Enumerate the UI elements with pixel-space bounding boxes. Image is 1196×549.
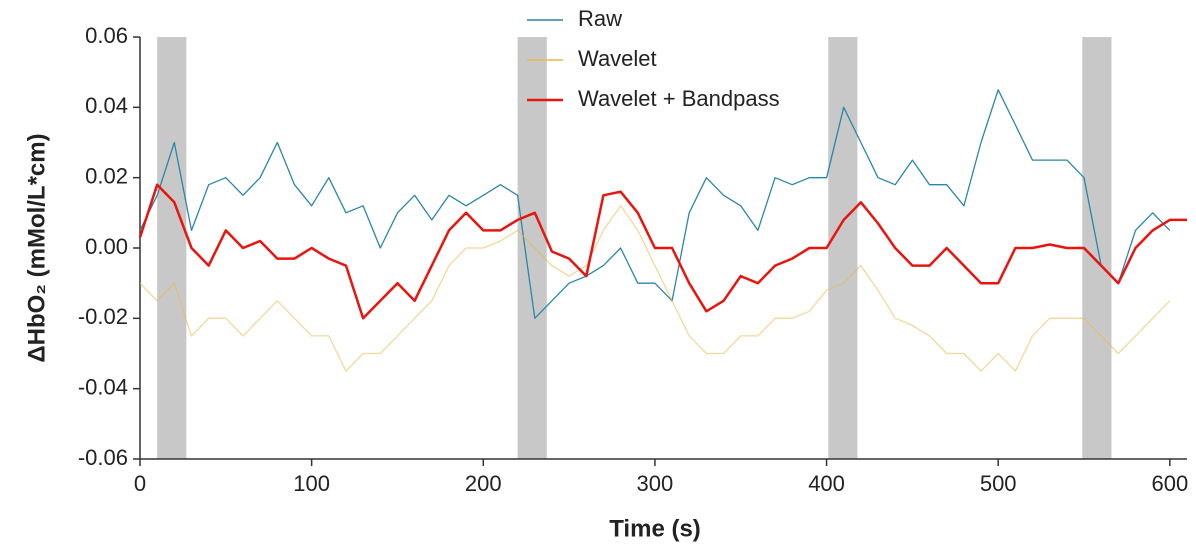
stimulus-block: [517, 37, 547, 459]
x-tick-label: 300: [637, 471, 674, 496]
y-tick-label: 0.06: [85, 23, 128, 48]
x-tick-label: 100: [293, 471, 330, 496]
legend-label: Raw: [578, 6, 622, 31]
x-tick-label: 400: [808, 471, 845, 496]
legend-label: Wavelet + Bandpass: [578, 86, 780, 111]
series-line: [139, 205, 1171, 372]
y-axis-title: ΔHbO₂ (mMol/L*cm): [23, 133, 50, 362]
x-axis-title: Time (s): [609, 515, 701, 542]
stimulus-block: [828, 37, 858, 459]
y-tick-label: -0.06: [78, 445, 128, 470]
stimulus-block: [157, 37, 187, 459]
x-tick-label: 600: [1151, 471, 1188, 496]
y-tick-label: -0.02: [78, 304, 128, 329]
y-tick-label: 0.00: [85, 234, 128, 259]
series-line: [139, 89, 1171, 319]
y-tick-label: 0.04: [85, 93, 128, 118]
x-tick-label: 200: [465, 471, 502, 496]
y-tick-label: -0.04: [78, 374, 128, 399]
x-tick-label: 500: [980, 471, 1017, 496]
x-tick-label: 0: [134, 471, 146, 496]
legend-label: Wavelet: [578, 46, 657, 71]
series-line: [138, 183, 1187, 320]
y-tick-label: 0.02: [85, 163, 128, 188]
stimulus-block: [1082, 37, 1112, 459]
